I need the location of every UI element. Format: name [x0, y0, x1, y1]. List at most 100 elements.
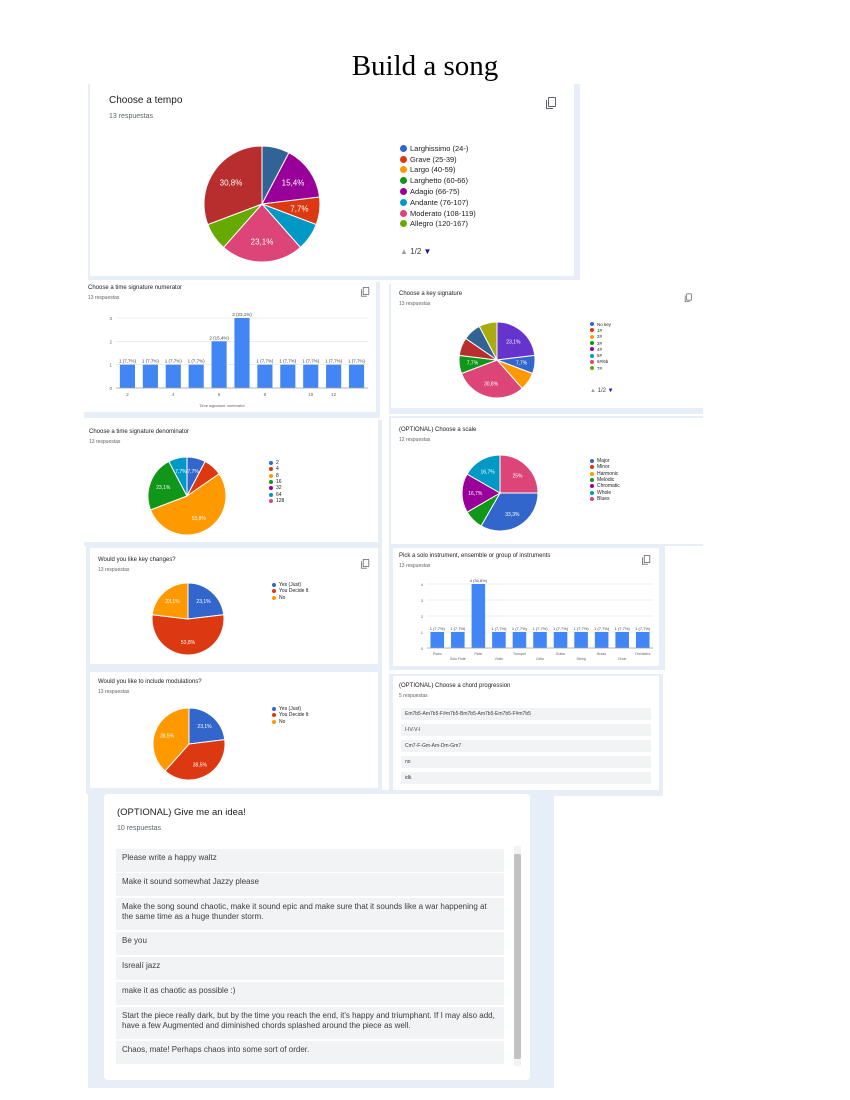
- legend-label: No: [279, 594, 286, 601]
- slice-label: 53,8%: [181, 640, 196, 646]
- x-tick-label: Piano: [433, 652, 442, 656]
- bar-value-label: 1 (7,7%): [491, 626, 507, 631]
- bar-value-label: 1 (7,7%): [635, 626, 651, 631]
- legend-label: Yes (Just): [279, 706, 302, 713]
- denominator-legend: 2 4 8 16 32 64 128: [269, 460, 284, 504]
- bar: [471, 584, 486, 648]
- legend-label: 2#: [597, 334, 603, 340]
- x-tick-label: 12: [331, 392, 337, 397]
- list-item: idk: [401, 772, 651, 784]
- legend-item: Yes (Just): [272, 582, 309, 588]
- y-tick-label: 2: [109, 339, 112, 344]
- legend-item: 64: [269, 491, 284, 498]
- list-item: no: [401, 756, 651, 768]
- bar-value-label: 1 (7,7%): [302, 359, 320, 364]
- prev-page-icon[interactable]: ▲: [590, 388, 596, 394]
- idea-card: (OPTIONAL) Give me an idea! 10 respuesta…: [104, 794, 530, 1080]
- progression-count: 5 respuestas: [399, 693, 428, 699]
- legend-dot: [400, 188, 407, 196]
- copy-icon[interactable]: [642, 555, 651, 565]
- copy-icon[interactable]: [684, 293, 692, 302]
- next-page-icon[interactable]: ▼: [423, 247, 432, 256]
- legend-label: You Decide It: [279, 712, 309, 719]
- legend-dot: [400, 177, 407, 185]
- tempo-card: Choose a tempo 13 respuestas 15,4% 7,7% 23…: [90, 84, 574, 276]
- y-tick-label: 3: [109, 316, 112, 321]
- next-page-icon[interactable]: ▼: [607, 388, 614, 394]
- bar: [257, 364, 273, 388]
- y-tick-label: 2: [421, 614, 424, 619]
- slice-label: 30,8%: [484, 382, 499, 388]
- pie-slice: [499, 454, 539, 494]
- legend-item: Melodic: [590, 477, 620, 483]
- legend-label: No key: [597, 321, 612, 327]
- list-item: I-IV-V-I: [401, 724, 651, 736]
- legend-item: Yes (Just): [272, 706, 309, 712]
- scrollbar-thumb[interactable]: [514, 854, 521, 1059]
- ensemble-count: 13 respuestas: [399, 563, 431, 569]
- modulations-title: Would you like to include modulations?: [98, 679, 202, 685]
- bar: [348, 364, 365, 388]
- ensemble-bar-chart: 0 1 2 3 4 1 (7,7%) 1 (7,7%) 4 (30,8%) 1 (7,7%) 1 …: [421, 578, 653, 661]
- keychanges-legend: Yes (Just) You Decide It No: [272, 582, 309, 601]
- key-card: Choose a key signature 13 respuestas 23,…: [391, 284, 703, 408]
- page-title: Build a song: [351, 50, 499, 82]
- copy-icon[interactable]: [546, 97, 556, 109]
- pie-slice: [151, 582, 189, 620]
- legend-item: 16: [269, 479, 284, 485]
- legend-dot: [272, 589, 276, 594]
- legend-dot: [269, 480, 273, 485]
- slice-label: 23,1%: [156, 485, 171, 491]
- legend-dot: [590, 496, 594, 501]
- legend-dot: [269, 492, 273, 497]
- legend-dot: [269, 498, 273, 503]
- ensemble-title: Pick a solo instrument, ensemble or grou…: [399, 553, 551, 559]
- bar: [430, 632, 445, 648]
- legend-label: 128: [276, 497, 285, 504]
- ensemble-card: Pick a solo instrument, ensemble or grou…: [393, 548, 659, 666]
- list-item: Please write a happy waltz: [116, 849, 504, 872]
- copy-icon[interactable]: [361, 559, 370, 569]
- x-tick-label: 4: [172, 392, 175, 397]
- pie-slice: [203, 145, 263, 226]
- pie-slice: [222, 203, 302, 263]
- bar: [211, 341, 227, 388]
- copy-icon[interactable]: [361, 287, 370, 297]
- legend-item: Larghetto (60-66): [400, 175, 476, 186]
- legend-dot: [590, 322, 594, 327]
- modulations-legend: Yes (Just) You Decide It No: [272, 706, 309, 725]
- slice-label: 53,8%: [192, 516, 207, 522]
- key-count: 13 respuestas: [399, 301, 431, 307]
- legend-dot: [590, 341, 594, 346]
- bar: [594, 632, 609, 648]
- legend-dot: [590, 366, 594, 371]
- legend-item: 1#: [590, 327, 611, 333]
- legend-item: Whole: [590, 489, 620, 496]
- bar-value-label: 1 (7,7%): [450, 626, 466, 631]
- legend-dot: [590, 459, 594, 464]
- bar-value-label: 1 (7,7%): [574, 626, 590, 631]
- legend-label: Larghetto (60-66): [410, 176, 468, 186]
- legend-item: 7#: [590, 365, 611, 371]
- bar: [451, 632, 465, 648]
- legend-item: No: [272, 719, 309, 725]
- prev-page-icon[interactable]: ▲: [400, 247, 408, 256]
- legend-dot: [590, 328, 594, 333]
- legend-label: Chromatic: [597, 483, 620, 490]
- legend-label: 4: [276, 466, 279, 473]
- legend-item: Major: [590, 458, 620, 464]
- y-tick-label: 0: [421, 646, 424, 651]
- slice-label: 30,8%: [220, 178, 243, 187]
- legend-label: Moderato (108-119): [410, 208, 476, 218]
- bar-value-label: 1 (7,7%): [594, 626, 610, 631]
- x-tick-label: Guitar: [556, 652, 566, 656]
- key-pager: ▲ 1/2 ▼: [590, 388, 614, 394]
- pie-slice: [168, 456, 188, 497]
- legend-dot: [272, 713, 276, 718]
- legend-dot: [269, 461, 273, 466]
- slice-label: 23,1%: [197, 724, 212, 730]
- legend-label: Larghissimo (24-): [410, 143, 469, 153]
- keychanges-count: 13 respuestas: [98, 567, 130, 573]
- legend-label: 1#: [597, 327, 603, 333]
- legend-item: Grave (25-39): [400, 154, 476, 165]
